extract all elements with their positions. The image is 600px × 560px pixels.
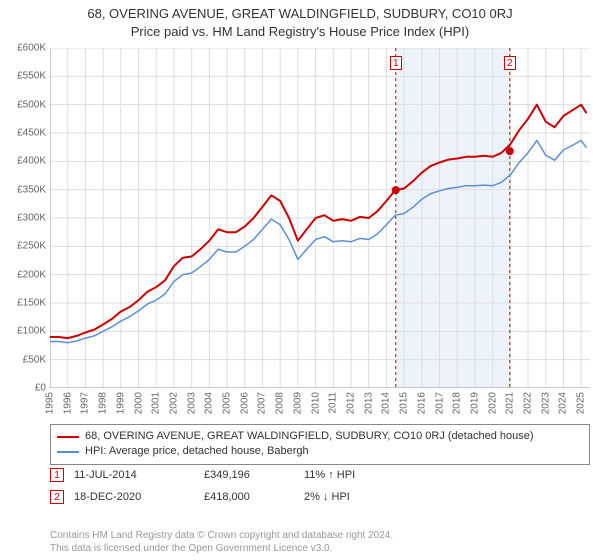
disclaimer: Contains HM Land Registry data © Crown c… [50,530,590,555]
y-tick-label: £150K [0,298,46,309]
chart-plot-area [50,48,590,388]
x-tick-label: 2021 [505,392,516,414]
legend-label-hpi: HPI: Average price, detached house, Babe… [85,444,309,459]
x-tick-label: 2004 [204,392,215,414]
y-tick-label: £300K [0,213,46,224]
x-tick-label: 2010 [310,392,321,414]
x-tick-label: 1996 [62,392,73,414]
y-tick-label: £450K [0,128,46,139]
sale-marker-2: 2 [50,490,64,504]
x-tick-label: 2005 [222,392,233,414]
legend-swatch-hpi [57,451,79,453]
x-tick-label: 2015 [399,392,410,414]
legend-box: 68, OVERING AVENUE, GREAT WALDINGFIELD, … [50,424,590,465]
chart-subtitle: Price paid vs. HM Land Registry's House … [0,23,600,39]
x-tick-label: 2014 [381,392,392,414]
x-tick-label: 2008 [275,392,286,414]
legend-swatch-property [57,436,79,438]
sale-diff-2: 2% ↓ HPI [304,491,394,503]
x-tick-label: 2009 [292,392,303,414]
x-tick-label: 1998 [98,392,109,414]
y-tick-label: £350K [0,184,46,195]
sale-row-1: 1 11-JUL-2014 £349,196 11% ↑ HPI [50,468,590,482]
chart-marker-callout: 2 [504,56,516,70]
legend-row-hpi: HPI: Average price, detached house, Babe… [57,444,583,459]
y-tick-label: £200K [0,269,46,280]
sale-marker-1: 1 [50,468,64,482]
x-tick-label: 1997 [80,392,91,414]
x-tick-label: 2001 [151,392,162,414]
x-tick-label: 2000 [133,392,144,414]
price-chart-card: { "title": "68, OVERING AVENUE, GREAT WA… [0,0,600,560]
legend-row-property: 68, OVERING AVENUE, GREAT WALDINGFIELD, … [57,429,583,444]
disclaimer-line2: This data is licensed under the Open Gov… [50,543,332,554]
x-tick-label: 2012 [345,392,356,414]
sale-row-2: 2 18-DEC-2020 £418,000 2% ↓ HPI [50,490,590,504]
y-tick-label: £250K [0,241,46,252]
disclaimer-line1: Contains HM Land Registry data © Crown c… [50,530,393,541]
y-tick-label: £500K [0,99,46,110]
x-tick-label: 1995 [45,392,56,414]
x-tick-label: 2011 [328,392,339,414]
sale-price-1: £349,196 [204,469,294,481]
x-tick-label: 1999 [115,392,126,414]
chart-title: 68, OVERING AVENUE, GREAT WALDINGFIELD, … [0,0,600,23]
x-tick-label: 2007 [257,392,268,414]
sale-date-2: 18-DEC-2020 [74,491,194,503]
y-tick-label: £50K [0,354,46,365]
y-tick-label: £400K [0,156,46,167]
x-tick-label: 2013 [363,392,374,414]
x-tick-label: 2024 [558,392,569,414]
x-tick-label: 2003 [186,392,197,414]
x-tick-label: 2023 [540,392,551,414]
x-tick-label: 2002 [168,392,179,414]
y-tick-label: £600K [0,43,46,54]
y-tick-label: £0 [0,383,46,394]
chart-marker-callout: 1 [390,56,402,70]
x-tick-label: 2018 [452,392,463,414]
chart-svg [50,48,590,388]
x-tick-label: 2022 [523,392,534,414]
x-tick-label: 2017 [434,392,445,414]
legend-label-property: 68, OVERING AVENUE, GREAT WALDINGFIELD, … [85,429,534,444]
x-tick-label: 2025 [576,392,587,414]
sale-date-1: 11-JUL-2014 [74,469,194,481]
y-tick-label: £100K [0,326,46,337]
sale-price-2: £418,000 [204,491,294,503]
y-tick-label: £550K [0,71,46,82]
x-tick-label: 2016 [416,392,427,414]
x-tick-label: 2006 [239,392,250,414]
x-tick-label: 2019 [469,392,480,414]
sale-diff-1: 11% ↑ HPI [304,469,394,481]
x-tick-label: 2020 [487,392,498,414]
